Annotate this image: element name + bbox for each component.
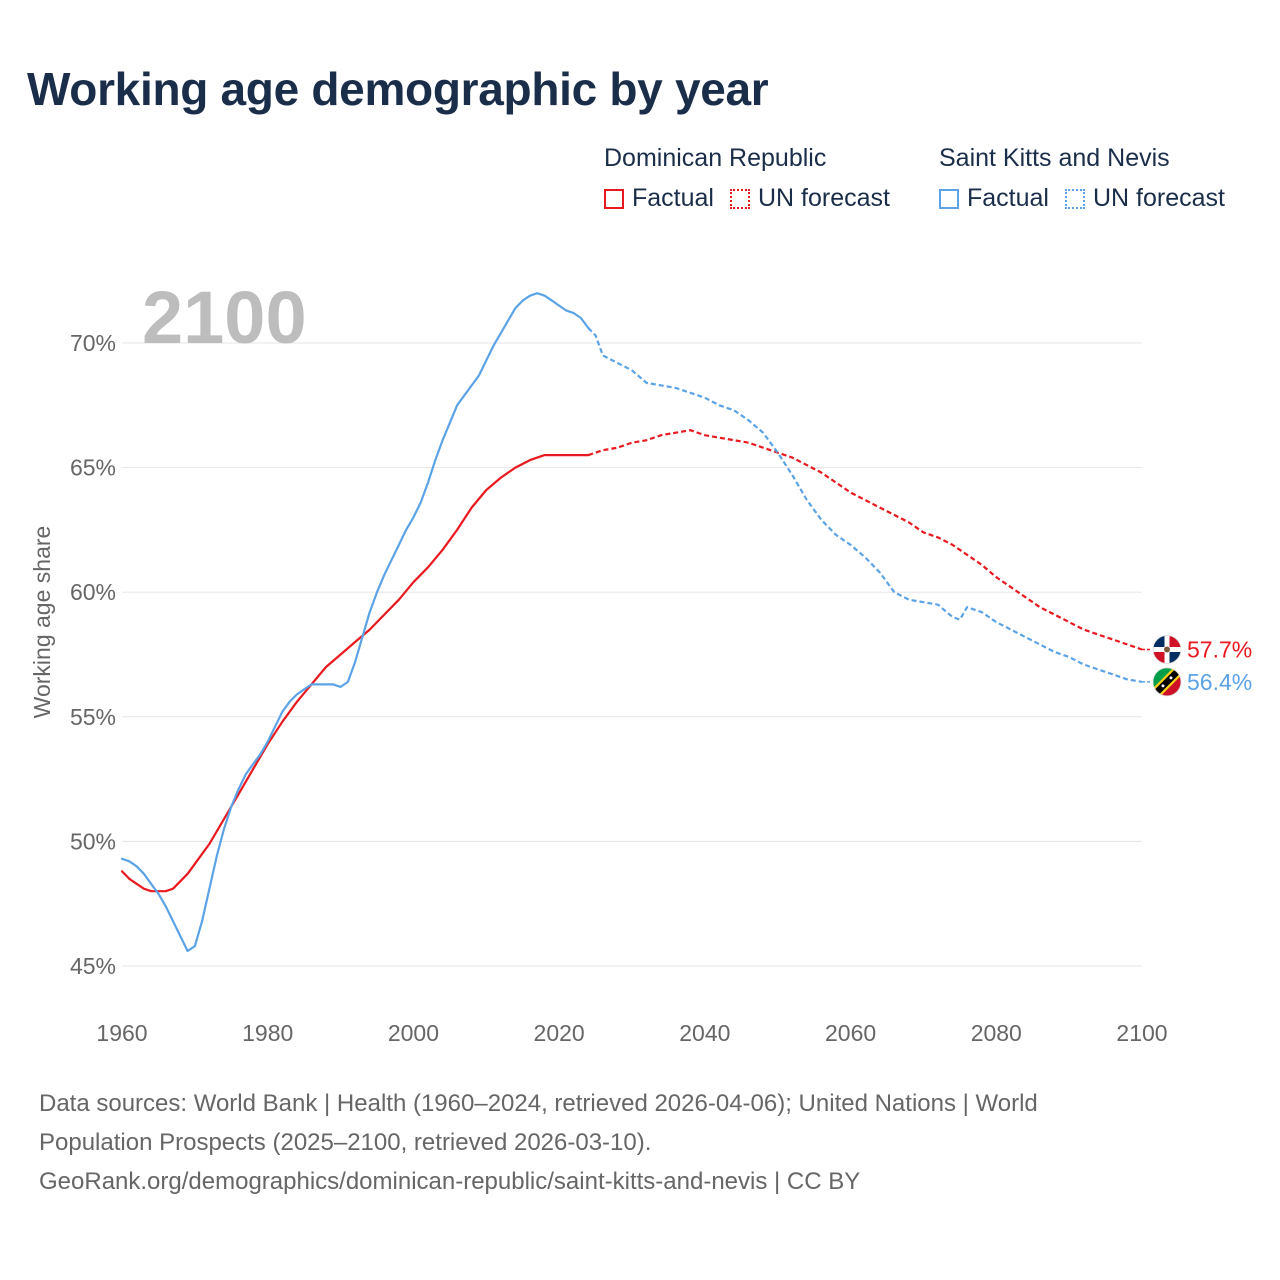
series-line-factual-saint-kitts-and-nevis	[120, 292, 590, 953]
y-tick-label: 45%	[70, 953, 116, 979]
x-tick-label: 2080	[971, 1020, 1022, 1046]
legend-item-label: Factual	[632, 184, 714, 212]
footer-sources-line1: Data sources: World Bank | Health (1960–…	[39, 1090, 1038, 1117]
y-tick-label: 65%	[70, 455, 116, 481]
footer-sources-line2: Population Prospects (2025–2100, retriev…	[39, 1129, 652, 1156]
solid-line-swatch-icon	[939, 188, 959, 209]
legend-item-factual[interactable]: Factual	[604, 184, 714, 213]
legend-group-title: Dominican Republic	[604, 144, 827, 172]
dominican-republic-flag-icon	[1152, 635, 1182, 664]
line-chart: 45% 50% 55% 60% 65% 70% 1960 1980 2000 2020 2040 20…	[29, 276, 1252, 1046]
x-tick-label: 2100	[1116, 1020, 1167, 1046]
chart-title: Working age demographic by year	[27, 63, 769, 115]
legend-item-factual[interactable]: Factual	[939, 184, 1049, 213]
y-tick-label: 50%	[70, 828, 116, 854]
dotted-line-swatch-icon	[1064, 188, 1085, 209]
legend-group-saint-kitts-and-nevis: Saint Kitts and Nevis Factual UN forecas…	[939, 143, 1225, 213]
x-tick-label: 2040	[679, 1020, 730, 1046]
x-tick-label: 2020	[534, 1020, 585, 1046]
year-watermark: 2100	[142, 276, 307, 359]
dotted-line-swatch-icon	[729, 188, 750, 209]
solid-line-swatch-icon	[604, 188, 624, 209]
x-tick-label: 1960	[96, 1020, 147, 1046]
legend-item-label: UN forecast	[757, 184, 890, 212]
series-line-forecast-dominican-republic	[587, 429, 1143, 651]
legend-item-label: UN forecast	[1092, 184, 1225, 212]
footer-attribution-link[interactable]: GeoRank.org/demographics/dominican-repub…	[39, 1168, 861, 1195]
y-tick-label: 70%	[70, 330, 116, 356]
x-tick-label: 1980	[242, 1020, 293, 1046]
series-line-forecast-saint-kitts-and-nevis	[587, 327, 1143, 683]
saint-kitts-and-nevis-flag-icon	[1152, 667, 1182, 697]
end-value-label-saint-kitts-and-nevis: 56.4%	[1187, 669, 1252, 695]
y-tick-label: 60%	[70, 579, 116, 605]
legend-item-un-forecast[interactable]: UN forecast	[729, 184, 890, 213]
legend-item-un-forecast[interactable]: UN forecast	[1064, 184, 1225, 213]
legend-group-dominican-republic: Dominican Republic Factual UN forecast	[604, 143, 890, 213]
legend-group-title: Saint Kitts and Nevis	[939, 144, 1170, 172]
y-tick-label: 55%	[70, 704, 116, 730]
x-tick-label: 2060	[825, 1020, 876, 1046]
end-value-label-dominican-republic: 57.7%	[1187, 637, 1252, 663]
y-axis-label: Working age share	[29, 526, 55, 719]
x-tick-label: 2000	[388, 1020, 439, 1046]
series-line-factual-dominican-republic	[120, 454, 590, 893]
legend-item-label: Factual	[967, 184, 1049, 212]
